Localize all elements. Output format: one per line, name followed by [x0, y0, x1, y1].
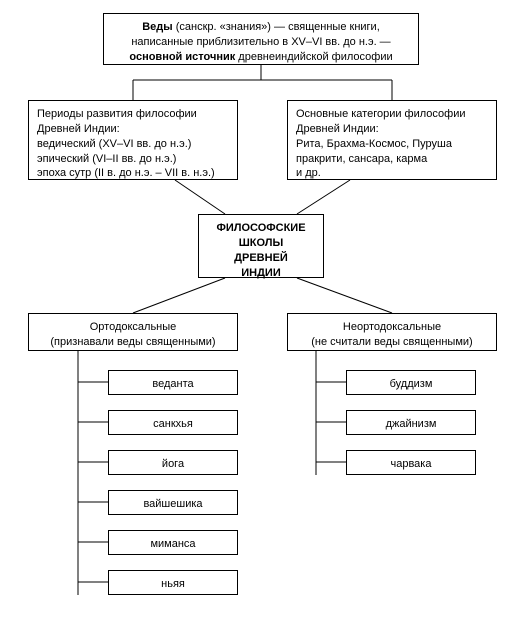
node-heterodox-item: буддизм	[346, 370, 476, 395]
node-orthodox-item: йога	[108, 450, 238, 475]
node-orthodox-item: санкхья	[108, 410, 238, 435]
node-orthodox-item: миманса	[108, 530, 238, 555]
diagram-canvas: Веды (санскр. «знания») — священные книг…	[0, 0, 522, 619]
node-top: Веды (санскр. «знания») — священные книг…	[103, 13, 419, 65]
node-categories: Основные категории философииДревней Инди…	[287, 100, 497, 180]
node-periods: Периоды развития философииДревней Индии:…	[28, 100, 238, 180]
node-orthodox-item: веданта	[108, 370, 238, 395]
node-center-title: ФИЛОСОФСКИЕШКОЛЫДРЕВНЕЙИНДИИ	[198, 214, 324, 278]
node-heterodox-item: чарвака	[346, 450, 476, 475]
connector-layer	[0, 0, 522, 619]
node-orthodox: Ортодоксальные(признавали веды священным…	[28, 313, 238, 351]
node-heterodox-item: джайнизм	[346, 410, 476, 435]
node-orthodox-item: ньяя	[108, 570, 238, 595]
node-orthodox-item: вайшешика	[108, 490, 238, 515]
node-heterodox: Неортодоксальные(не считали веды священн…	[287, 313, 497, 351]
